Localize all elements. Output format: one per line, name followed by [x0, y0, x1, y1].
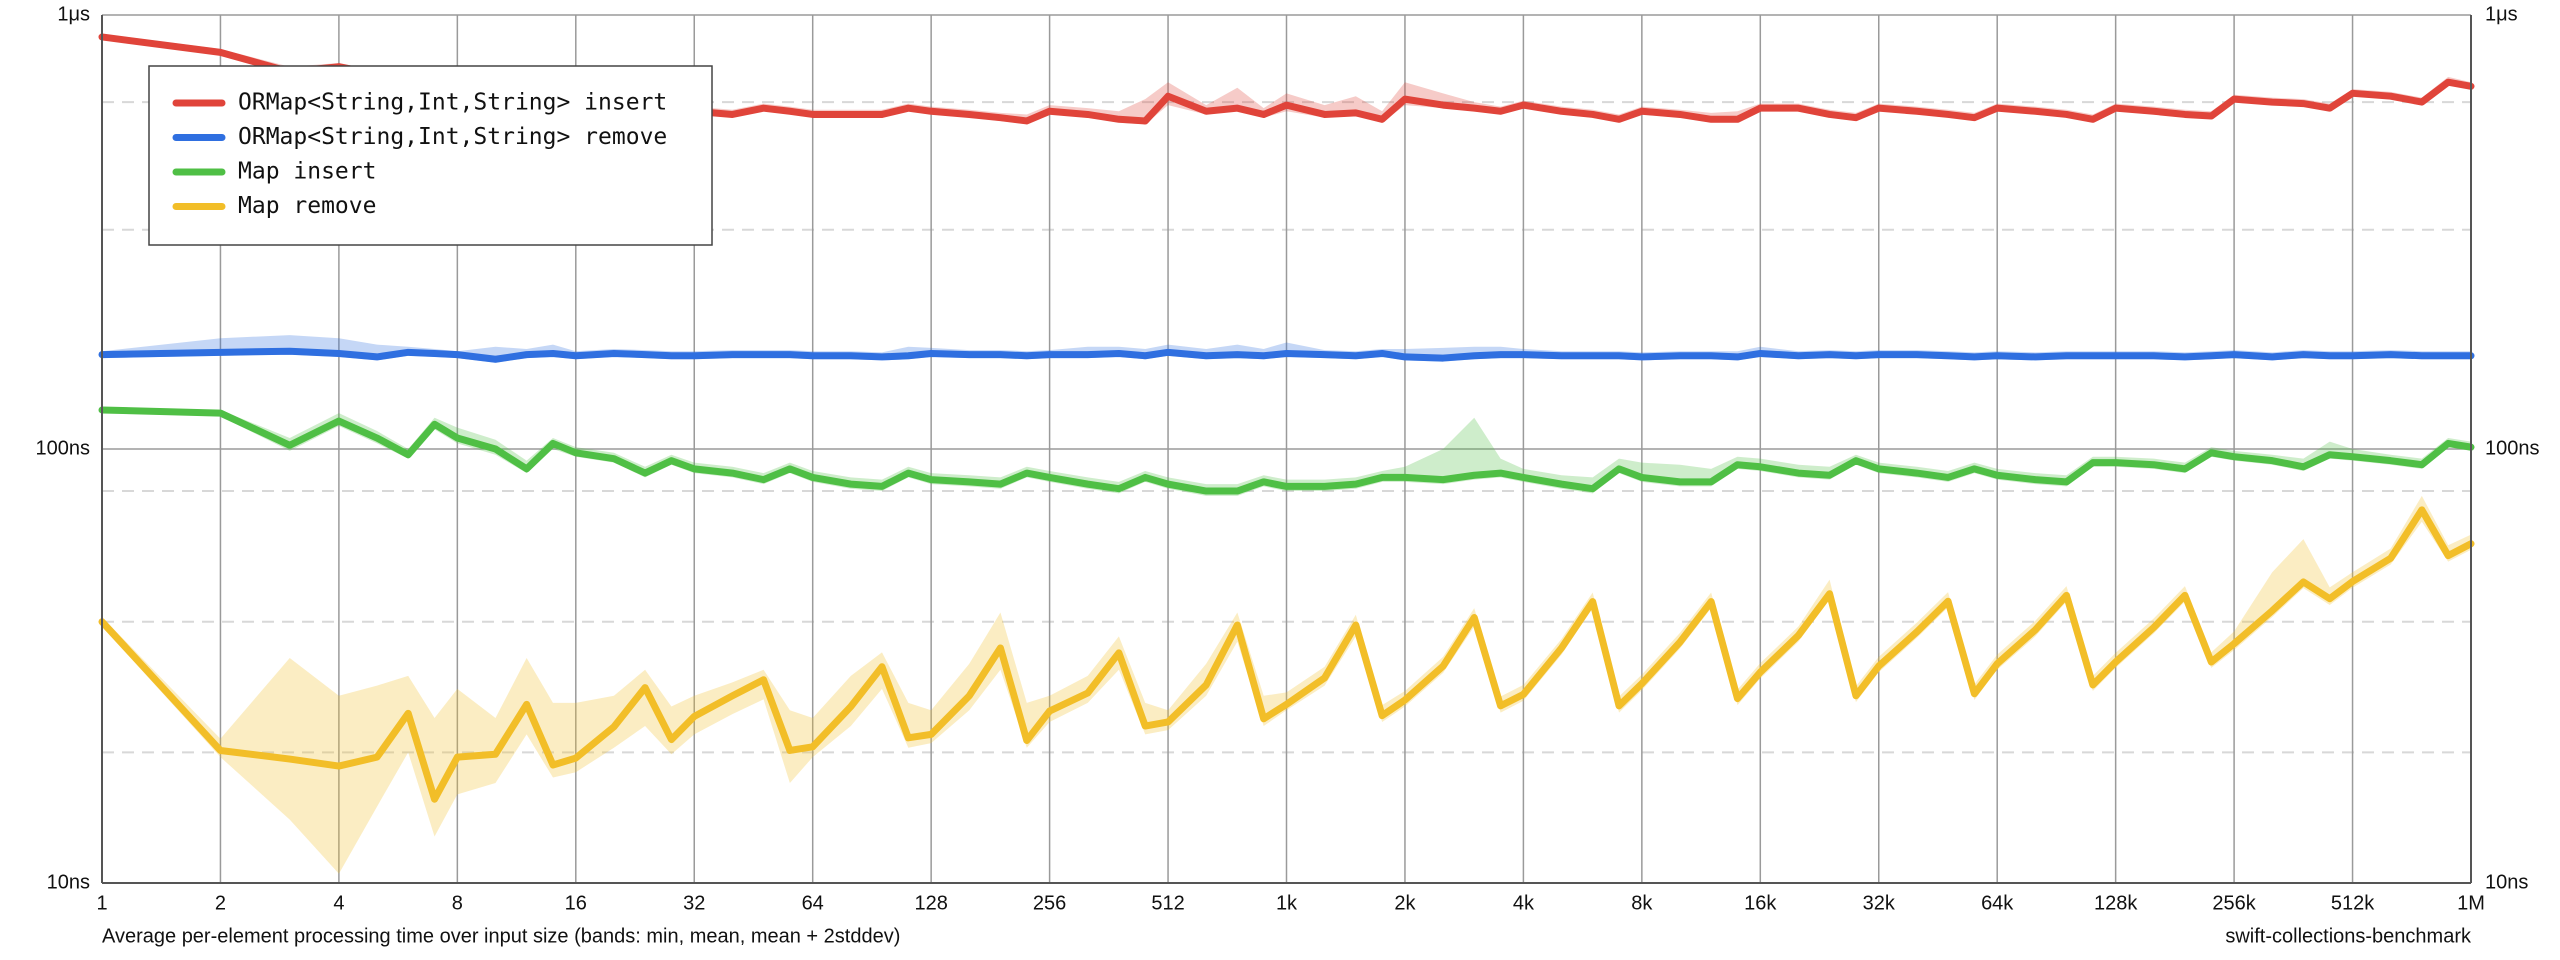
x-tick-label: 1 [96, 892, 107, 914]
x-tick-label: 16k [1744, 892, 1777, 914]
legend-label: Map remove [238, 193, 376, 219]
y-tick-label: 1μs [57, 3, 90, 25]
x-axis-label: Average per-element processing time over… [102, 925, 900, 947]
legend-label: ORMap<String,Int,String> insert [238, 90, 667, 116]
source-label: swift-collections-benchmark [2225, 925, 2472, 947]
x-tick-label: 1M [2457, 892, 2485, 914]
y-tick-label-right: 1μs [2485, 3, 2518, 25]
x-tick-label: 512k [2331, 892, 2375, 914]
x-tick-label: 64k [1981, 892, 2014, 914]
x-tick-label: 8k [1631, 892, 1653, 914]
legend: ORMap<String,Int,String> insert ORMap<Str… [148, 65, 713, 246]
legend-box [148, 65, 713, 246]
legend-label: Map insert [238, 159, 376, 185]
x-tick-label: 32 [683, 892, 705, 914]
x-tick-label: 128k [2094, 892, 2138, 914]
x-tick-label: 512 [1151, 892, 1184, 914]
x-tick-label: 4k [1513, 892, 1535, 914]
x-tick-label: 256 [1033, 892, 1066, 914]
x-tick-label: 32k [1863, 892, 1896, 914]
series-line [98, 406, 2475, 495]
x-tick-label: 128 [914, 892, 947, 914]
y-tick-label: 10ns [47, 871, 90, 893]
x-tick-label: 1k [1276, 892, 1298, 914]
band [102, 495, 2471, 874]
x-tick-label: 2k [1394, 892, 1416, 914]
x-tick-label: 8 [452, 892, 463, 914]
series-line [98, 506, 2475, 803]
x-tick-label: 64 [802, 892, 824, 914]
y-tick-label-right: 10ns [2485, 871, 2528, 893]
x-tick-label: 16 [565, 892, 587, 914]
series-line [98, 347, 2475, 363]
x-tick-label: 4 [333, 892, 344, 914]
y-tick-label-right: 100ns [2485, 437, 2540, 459]
x-tick-label: 256k [2212, 892, 2256, 914]
y-tick-label: 100ns [36, 437, 91, 459]
legend-label: ORMap<String,Int,String> remove [238, 124, 667, 150]
x-tick-label: 2 [215, 892, 226, 914]
